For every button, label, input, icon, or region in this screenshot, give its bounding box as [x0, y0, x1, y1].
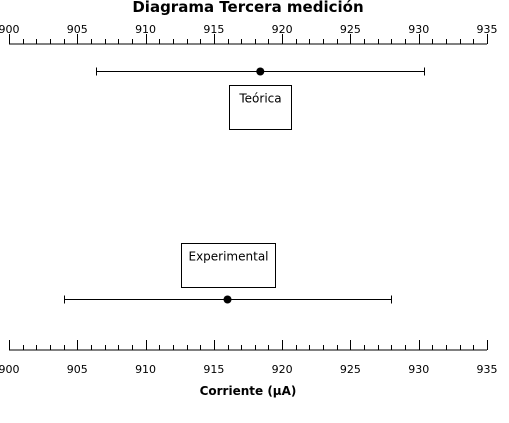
top-axis: 900 905 910 915 920 925 930 935 — [0, 23, 498, 45]
series-label: Teórica — [238, 92, 281, 106]
series-2: Experimental — [64, 243, 392, 304]
tick-label-bottom: 935 — [477, 363, 498, 376]
tick-label-top: 910 — [135, 23, 156, 36]
tick-label-top: 920 — [272, 23, 293, 36]
tick-label-bottom: 915 — [203, 363, 224, 376]
tick-label-top: 905 — [67, 23, 88, 36]
tick-label-bottom: 925 — [340, 363, 361, 376]
series-layer: Teórica Experimental — [64, 67, 425, 304]
tick-label-bottom: 910 — [135, 363, 156, 376]
data-point — [223, 295, 232, 304]
tick-label-top: 915 — [203, 23, 224, 36]
chart-title: Diagrama Tercera medición — [132, 0, 363, 16]
tick-label-bottom: 930 — [408, 363, 429, 376]
tick-label-top: 925 — [340, 23, 361, 36]
series-1: Teórica — [96, 67, 425, 130]
series-label-box — [181, 243, 276, 288]
tick-label-top: 900 — [0, 23, 20, 36]
x-axis-label: Corriente (μA) — [200, 384, 297, 398]
tick-label-top: 935 — [477, 23, 498, 36]
series-label-box — [229, 85, 292, 130]
bottom-axis: 900 905 910 915 920 925 930 935 — [0, 340, 498, 376]
series-label: Experimental — [188, 250, 268, 264]
tick-label-bottom: 905 — [67, 363, 88, 376]
tick-label-top: 930 — [408, 23, 429, 36]
tick-label-bottom: 900 — [0, 363, 20, 376]
data-point — [256, 67, 265, 76]
tick-label-bottom: 920 — [272, 363, 293, 376]
